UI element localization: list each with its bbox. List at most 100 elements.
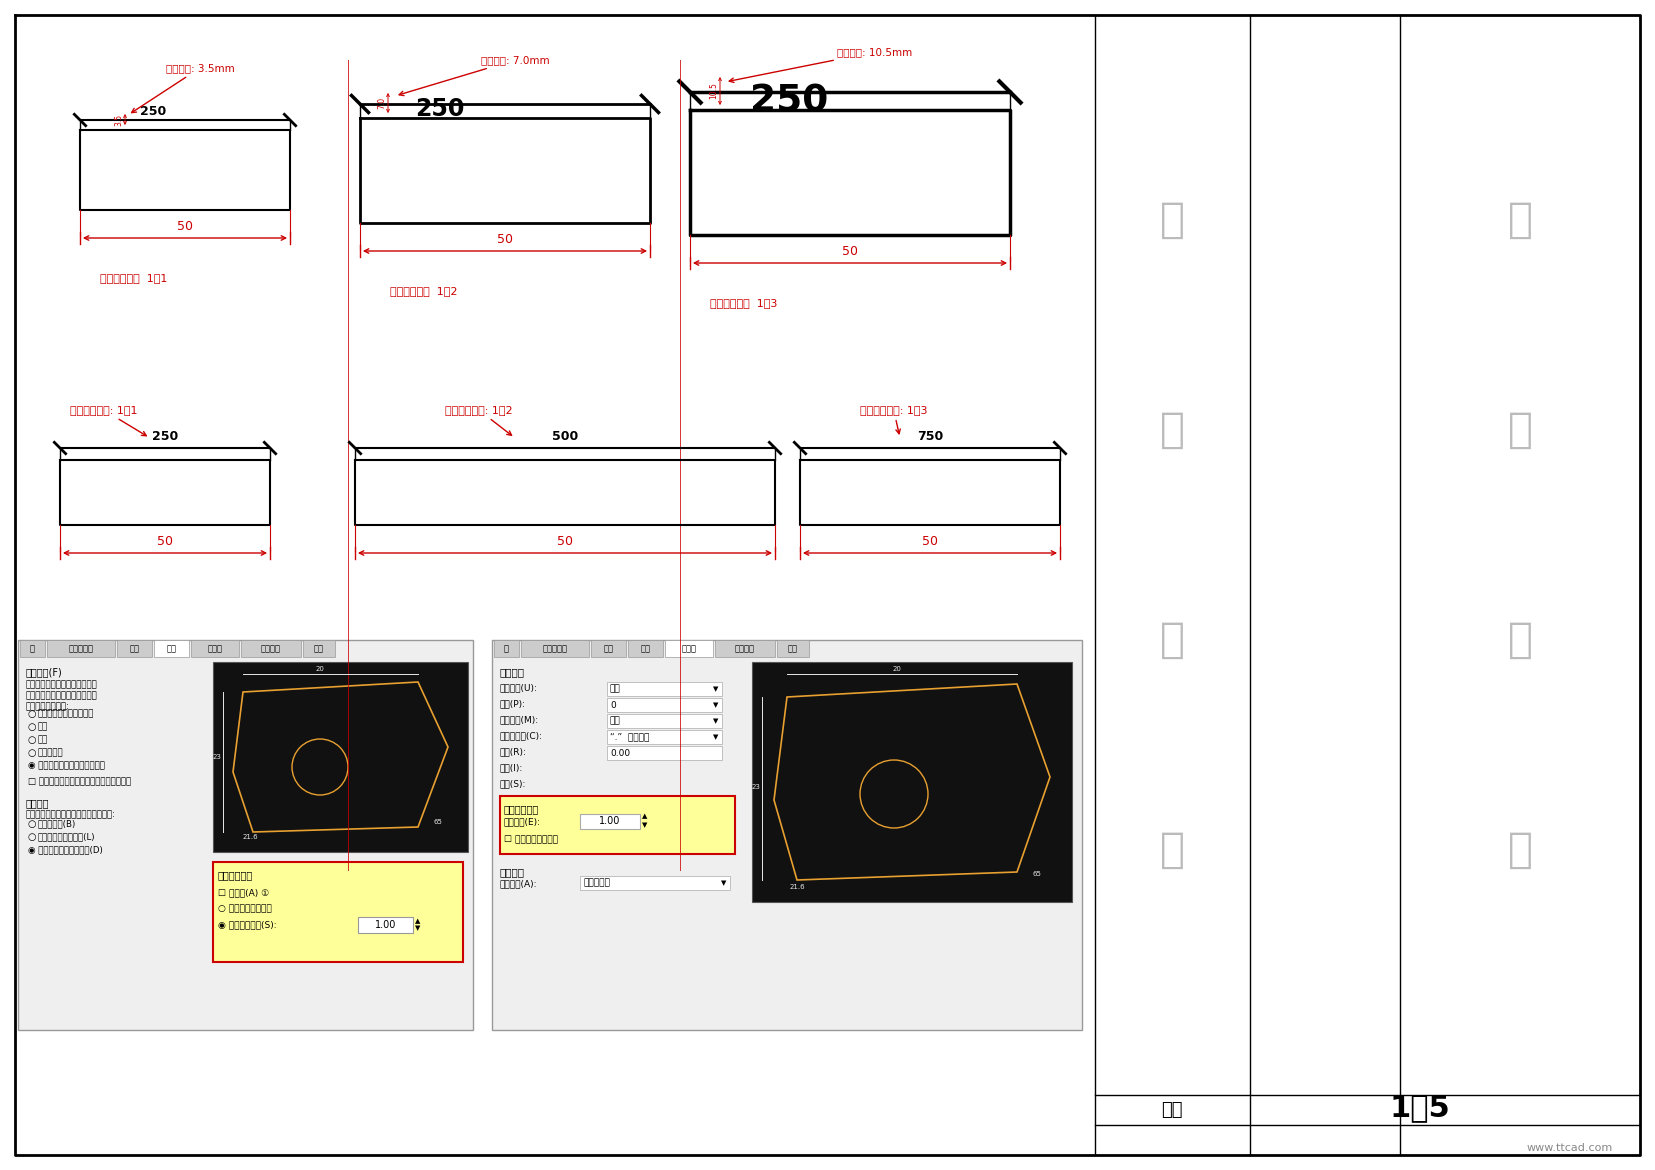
FancyBboxPatch shape: [492, 640, 1082, 1030]
Text: 后缀(S):: 后缀(S):: [500, 779, 526, 789]
Text: 50: 50: [558, 535, 573, 548]
FancyBboxPatch shape: [591, 640, 626, 658]
Text: www.ttcad.com: www.ttcad.com: [1528, 1143, 1614, 1152]
Text: 文字位置: 文字位置: [26, 798, 50, 808]
Text: ○: ○: [28, 748, 36, 758]
Text: ○ 将标注缩放到布局: ○ 将标注缩放到布局: [218, 904, 271, 913]
FancyBboxPatch shape: [500, 796, 735, 854]
Text: ▼: ▼: [713, 686, 718, 691]
Text: 50: 50: [842, 245, 857, 259]
Text: ◉ 文字始终保持在尺寸界线之间: ◉ 文字始终保持在尺寸界线之间: [28, 762, 104, 771]
Text: 水平: 水平: [611, 716, 621, 725]
Text: 前缀(I):: 前缀(I):: [500, 764, 523, 772]
Text: 单位格式(A):: 单位格式(A):: [500, 880, 538, 888]
Text: 比例: 比例: [1162, 1101, 1183, 1119]
Text: 标注数値比例: 1：1: 标注数値比例: 1：1: [70, 405, 146, 435]
Text: 主单位: 主单位: [682, 644, 697, 653]
Text: 字体高度: 10.5mm: 字体高度: 10.5mm: [730, 47, 912, 82]
Text: ▼: ▼: [642, 823, 647, 828]
Text: 10.5: 10.5: [708, 83, 718, 99]
Text: 精度(P):: 精度(P):: [500, 700, 526, 709]
Text: 域: 域: [1160, 830, 1185, 870]
FancyBboxPatch shape: [357, 917, 414, 932]
Text: ○: ○: [28, 722, 36, 732]
Text: 1.00: 1.00: [374, 920, 396, 930]
Text: 角度标注: 角度标注: [500, 867, 525, 878]
Text: ○: ○: [28, 819, 36, 830]
Text: 文字: 文字: [38, 736, 48, 744]
Text: 标注几何比例  1：2: 标注几何比例 1：2: [391, 285, 457, 296]
Text: 调整: 调整: [640, 644, 650, 653]
Text: ○: ○: [28, 709, 36, 720]
Text: 标注数値比例: 1：3: 标注数値比例: 1：3: [861, 405, 927, 434]
Text: ▼: ▼: [415, 925, 420, 931]
Text: 图: 图: [1508, 199, 1533, 241]
Text: 换算单位: 换算单位: [735, 644, 755, 653]
FancyBboxPatch shape: [751, 662, 1072, 902]
Text: 箭头: 箭头: [38, 723, 48, 731]
Text: 形: 形: [1160, 410, 1185, 450]
Text: 单位格式(U):: 单位格式(U):: [500, 683, 538, 693]
Text: 尺寸线上方，带引线(L): 尺寸线上方，带引线(L): [38, 833, 96, 841]
FancyBboxPatch shape: [213, 662, 468, 852]
FancyBboxPatch shape: [579, 876, 730, 890]
Text: 1：5: 1：5: [1390, 1094, 1450, 1122]
FancyBboxPatch shape: [776, 640, 809, 658]
Text: 50: 50: [496, 233, 513, 246]
FancyBboxPatch shape: [607, 698, 722, 713]
Text: 区: 区: [1508, 619, 1533, 661]
Text: ☐ 仅应用到布局标注: ☐ 仅应用到布局标注: [505, 835, 558, 845]
FancyBboxPatch shape: [627, 640, 664, 658]
Text: 线: 线: [505, 644, 510, 653]
Text: 间来放置文字和箭头，那么首先: 间来放置文字和箭头，那么首先: [26, 691, 98, 700]
Text: 符号和箭头: 符号和箭头: [543, 644, 568, 653]
Text: 文字: 文字: [604, 644, 614, 653]
Text: 公差: 公差: [788, 644, 798, 653]
Text: 字体高度: 7.0mm: 字体高度: 7.0mm: [399, 55, 549, 96]
FancyBboxPatch shape: [18, 640, 473, 1030]
FancyBboxPatch shape: [303, 640, 334, 658]
Text: ▼: ▼: [713, 702, 718, 708]
Text: ▼: ▼: [720, 880, 727, 886]
FancyBboxPatch shape: [213, 862, 463, 962]
Text: ▼: ▼: [713, 718, 718, 724]
Text: ○: ○: [28, 735, 36, 745]
Text: 分数格式(M):: 分数格式(M):: [500, 716, 540, 724]
Text: 250: 250: [415, 97, 465, 121]
Text: 测量单位比例: 测量单位比例: [505, 804, 540, 814]
Text: 250: 250: [750, 84, 828, 121]
Text: 域: 域: [1508, 830, 1533, 870]
Text: 尺寸线旁边(B): 尺寸线旁边(B): [38, 819, 76, 828]
Text: 65: 65: [1033, 870, 1041, 878]
FancyBboxPatch shape: [607, 714, 722, 728]
Text: 50: 50: [177, 220, 194, 233]
Text: 文字和箭头: 文字和箭头: [38, 749, 63, 757]
FancyBboxPatch shape: [118, 640, 152, 658]
FancyBboxPatch shape: [190, 640, 238, 658]
FancyBboxPatch shape: [579, 814, 640, 830]
Text: 21.6: 21.6: [243, 834, 258, 840]
Text: ◉ 尺寸线上方，不带引线(D): ◉ 尺寸线上方，不带引线(D): [28, 846, 103, 854]
FancyBboxPatch shape: [607, 730, 722, 744]
FancyBboxPatch shape: [715, 640, 775, 658]
Text: 250: 250: [152, 431, 179, 443]
Text: ▼: ▼: [713, 734, 718, 739]
FancyBboxPatch shape: [665, 640, 713, 658]
FancyBboxPatch shape: [607, 682, 722, 696]
Text: 500: 500: [551, 431, 578, 443]
Text: 3.5: 3.5: [114, 113, 122, 125]
Text: 20: 20: [316, 666, 324, 672]
Text: □ 若箭头不能放在尺寸界线内，则将其消除: □ 若箭头不能放在尺寸界线内，则将其消除: [28, 778, 131, 786]
Text: 如果尺寸界线之间没有足够的空: 如果尺寸界线之间没有足够的空: [26, 680, 98, 689]
Text: 主单位: 主单位: [207, 644, 222, 653]
Text: 小数: 小数: [611, 684, 621, 694]
Text: 50: 50: [157, 535, 174, 548]
FancyBboxPatch shape: [607, 746, 722, 760]
Text: 标注几何比例  1：3: 标注几何比例 1：3: [710, 298, 778, 308]
Text: 文字: 文字: [129, 644, 139, 653]
Text: 250: 250: [141, 105, 166, 118]
Text: 1.00: 1.00: [599, 815, 621, 826]
Text: 区: 区: [1160, 619, 1185, 661]
Text: 调整: 调整: [167, 644, 177, 653]
Text: 文字不在默认位置显示时，将其放置在:: 文字不在默认位置显示时，将其放置在:: [26, 810, 116, 819]
